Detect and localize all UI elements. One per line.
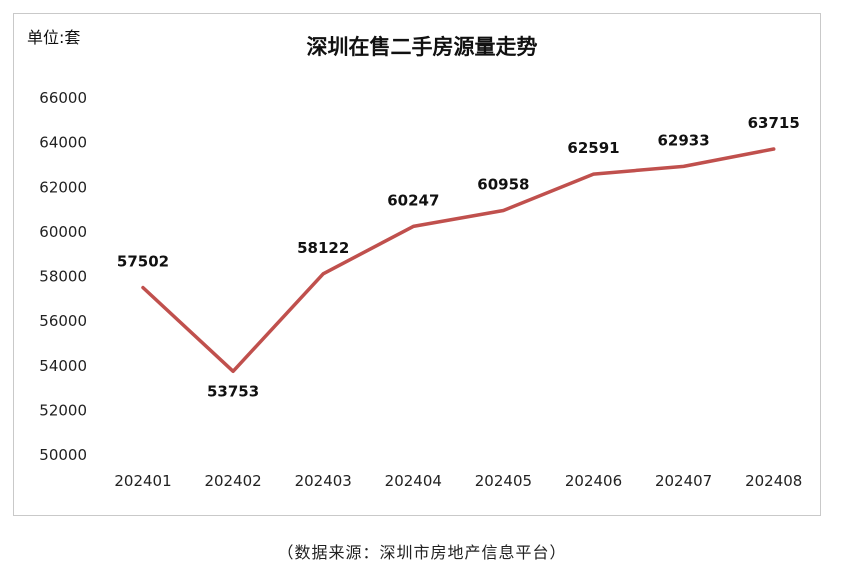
data-label: 60958: [477, 175, 529, 193]
data-label: 62933: [658, 131, 710, 149]
x-axis-ticks: 202401 202402 202403 202404 202405 202406 2024…: [114, 472, 802, 490]
y-tick-label: 64000: [39, 134, 87, 152]
x-tick-label: 202401: [114, 472, 171, 490]
y-tick-label: 66000: [39, 89, 87, 107]
y-tick-label: 52000: [39, 401, 87, 419]
data-label: 53753: [207, 382, 259, 400]
y-tick-label: 58000: [39, 268, 87, 286]
x-tick-label: 202402: [204, 472, 261, 490]
x-tick-label: 202405: [475, 472, 532, 490]
chart-title: 深圳在售二手房源量走势: [306, 35, 538, 59]
data-label: 58122: [297, 239, 349, 257]
unit-label: 单位:套: [27, 28, 81, 47]
x-tick-label: 202406: [565, 472, 622, 490]
x-tick-label: 202403: [295, 472, 352, 490]
plot-area: [141, 147, 776, 374]
data-label: 62591: [567, 139, 619, 157]
y-tick-label: 54000: [39, 357, 87, 375]
chart-frame: [13, 13, 821, 516]
y-tick-label: 60000: [39, 223, 87, 241]
x-tick-label: 202407: [655, 472, 712, 490]
x-tick-label: 202408: [745, 472, 802, 490]
y-axis-ticks: 50000 52000 54000 56000 58000 60000 62000 64000…: [39, 89, 87, 464]
y-tick-label: 50000: [39, 446, 87, 464]
x-tick-label: 202404: [385, 472, 442, 490]
data-label: 57502: [117, 253, 169, 271]
source-note: （数据来源：深圳市房地产信息平台）: [277, 543, 567, 562]
series-line: [141, 147, 776, 374]
y-tick-label: 56000: [39, 312, 87, 330]
data-label: 63715: [748, 114, 800, 132]
data-label: 60247: [387, 191, 439, 209]
data-labels: 57502 53753 58122 60247 60958 62591 62933 63715: [117, 114, 800, 400]
y-tick-label: 62000: [39, 178, 87, 196]
